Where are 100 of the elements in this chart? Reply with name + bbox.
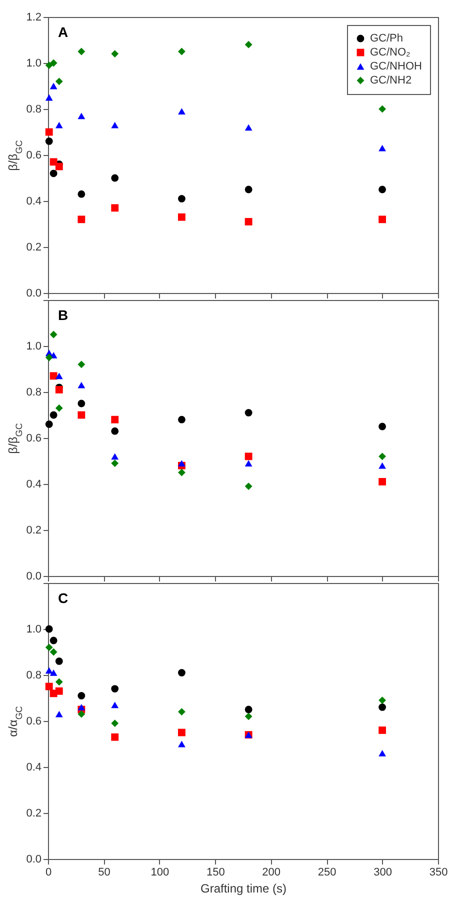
point [45, 354, 53, 362]
annotation: C [58, 590, 68, 606]
point [111, 122, 119, 128]
y-tick-label: 0.0 [26, 570, 42, 582]
legend-label: GC/NHOH [370, 60, 422, 72]
point [45, 420, 53, 428]
y-tick-label: 1.2 [26, 12, 42, 24]
point [178, 416, 186, 424]
point [78, 112, 86, 120]
y-tick-label: 0.8 [26, 386, 42, 398]
point [50, 669, 58, 676]
annotation: A [58, 24, 68, 40]
point [78, 382, 86, 388]
y-tick-label: 0.8 [26, 670, 42, 682]
point [244, 218, 252, 226]
point [50, 372, 58, 380]
point [111, 702, 119, 708]
point [55, 162, 63, 170]
y-tick-label: 0.4 [26, 478, 42, 490]
point [45, 625, 53, 633]
point [244, 452, 252, 460]
point [111, 685, 119, 692]
point [78, 360, 86, 368]
point [378, 144, 386, 152]
point [178, 708, 186, 716]
point [378, 478, 386, 486]
point [178, 460, 186, 467]
y-tick-label: 1.0 [26, 340, 42, 352]
point [50, 648, 58, 656]
point [78, 216, 86, 224]
point [78, 400, 86, 408]
y-tick-label: 1.0 [26, 58, 42, 70]
point [111, 416, 119, 424]
point [78, 411, 86, 419]
point [244, 124, 252, 131]
point [178, 740, 186, 748]
y-tick-label: 0.0 [26, 854, 42, 866]
x-tick-label: 150 [206, 866, 225, 878]
x-tick-label: 50 [98, 866, 110, 878]
point [111, 733, 119, 741]
legend-label: GC/NO₂ [370, 46, 410, 58]
point [244, 482, 252, 490]
point [45, 62, 53, 70]
point [378, 726, 386, 734]
y-tick-label: 0.4 [26, 196, 42, 208]
point [50, 82, 58, 90]
point [55, 78, 63, 86]
point [111, 204, 119, 212]
point [55, 372, 63, 380]
y-tick-label: 0.6 [26, 432, 42, 444]
point [178, 195, 186, 202]
point [50, 59, 58, 67]
y-tick-label: 0.2 [26, 242, 42, 254]
point [244, 186, 252, 194]
point [378, 422, 386, 430]
point [45, 682, 53, 690]
point [244, 712, 252, 720]
point [78, 190, 86, 198]
point [178, 669, 186, 676]
point [55, 658, 63, 665]
y-tick-label: 0.4 [26, 762, 42, 774]
point [378, 696, 386, 704]
point [378, 186, 386, 194]
point [244, 706, 252, 714]
legend-label: GC/NH2 [370, 74, 412, 86]
point [55, 678, 63, 686]
y-tick-label: 0.8 [26, 104, 42, 116]
point [111, 174, 119, 182]
point [55, 710, 63, 718]
point [178, 728, 186, 736]
point [178, 108, 186, 115]
point [50, 636, 58, 644]
y-tick-label: 0.6 [26, 716, 42, 728]
point [111, 460, 119, 468]
point [111, 453, 119, 460]
point [244, 460, 252, 467]
point [45, 644, 53, 652]
point [378, 704, 386, 711]
point [244, 40, 252, 48]
point [55, 687, 63, 695]
point [55, 122, 63, 128]
y-tick-label: 0.6 [26, 150, 42, 162]
point [378, 462, 386, 469]
point [45, 94, 53, 101]
point [111, 720, 119, 728]
x-tick-label: 300 [374, 866, 392, 878]
y-tick-label: 0.2 [26, 808, 42, 820]
point [111, 50, 119, 58]
point [178, 213, 186, 221]
point [50, 170, 58, 178]
point [78, 692, 86, 700]
point [50, 158, 58, 166]
x-tick-label: 350 [429, 866, 448, 878]
point [50, 330, 58, 338]
y-tick-label: 1.0 [26, 624, 42, 636]
point [78, 710, 86, 718]
legend-label: GC/Ph [370, 32, 404, 44]
point [55, 404, 63, 412]
point [378, 750, 386, 756]
annotation: B [58, 307, 68, 323]
